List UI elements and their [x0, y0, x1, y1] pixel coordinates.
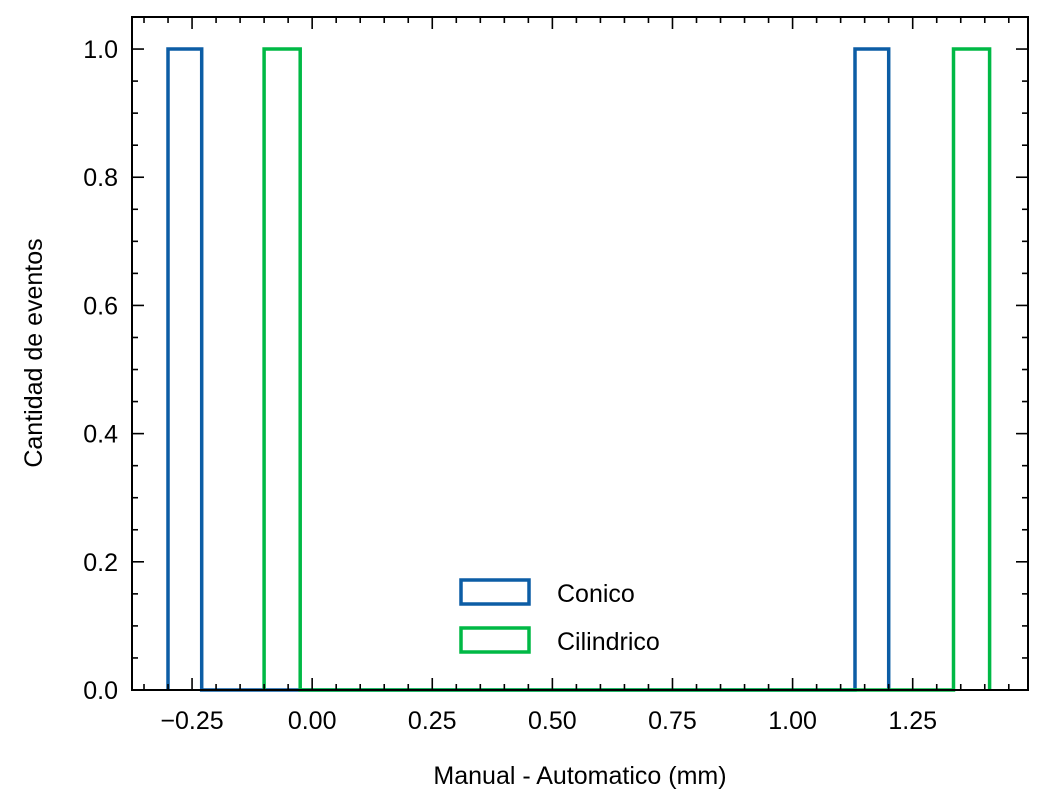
x-tick-label: 0.50 — [528, 707, 577, 735]
legend-label-conico: Conico — [557, 580, 635, 608]
x-tick-label: 0.75 — [648, 707, 697, 735]
y-tick-label: 0.4 — [83, 421, 118, 449]
plot-frame — [131, 16, 1029, 691]
y-axis-label: Cantidad de eventos — [20, 238, 48, 467]
legend-swatch-conico — [459, 578, 531, 606]
y-tick-label: 1.0 — [83, 36, 118, 64]
y-tick-label: 0.0 — [83, 677, 118, 705]
legend-label-cilindrico: Cilindrico — [557, 628, 660, 656]
axes-layer: −0.25 0.00 0.25 0.50 0.75 1.00 1.25 0.0 0.2 0.4 0.… — [83, 16, 1028, 735]
x-axis-label: Manual - Automatico (mm) — [433, 762, 726, 790]
y-tick-label: 0.2 — [83, 549, 118, 577]
x-tick-label: 1.00 — [768, 707, 817, 735]
legend-swatch-cilindrico — [459, 626, 531, 654]
y-tick-label: 0.6 — [83, 292, 118, 320]
x-tick-label: 0.00 — [288, 707, 337, 735]
legend: Conico Cilindrico — [459, 578, 660, 656]
x-tick-label: −0.25 — [160, 707, 223, 735]
x-tick-label: 1.25 — [888, 707, 937, 735]
x-tick-label: 0.25 — [408, 707, 457, 735]
y-tick-label: 0.8 — [83, 164, 118, 192]
